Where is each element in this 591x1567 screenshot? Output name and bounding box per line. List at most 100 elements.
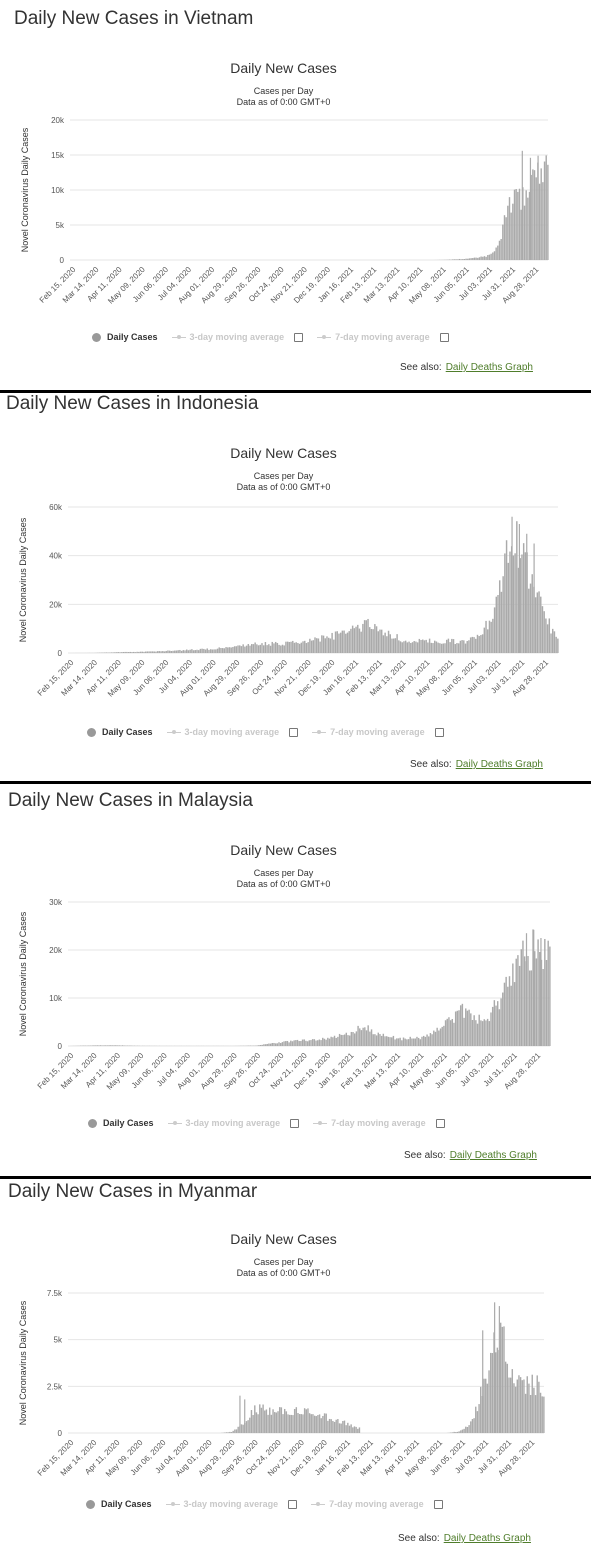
legend-daily-cases[interactable]: Daily Cases: [107, 332, 158, 342]
daily-cases-bar: [319, 642, 320, 653]
daily-cases-bar: [159, 651, 160, 653]
legend-7day-average[interactable]: 7-day moving average: [331, 1118, 426, 1128]
see-also-label: See also:: [400, 362, 442, 373]
legend-7day-average[interactable]: 7-day moving average: [329, 1499, 424, 1509]
daily-cases-bar: [287, 642, 288, 653]
daily-cases-bar: [378, 631, 379, 653]
legend-7day-average[interactable]: 7-day moving average: [330, 727, 425, 737]
daily-cases-bar: [539, 184, 540, 260]
daily-deaths-graph-link[interactable]: Daily Deaths Graph: [450, 1150, 537, 1161]
chart-title: Daily New Cases: [0, 1231, 579, 1247]
daily-cases-bar: [357, 1429, 358, 1433]
daily-cases-bar: [530, 1395, 531, 1433]
daily-deaths-graph-link[interactable]: Daily Deaths Graph: [456, 759, 543, 770]
legend-3day-checkbox[interactable]: [288, 1500, 297, 1509]
daily-cases-bar: [376, 626, 377, 653]
daily-cases-bar: [329, 1419, 330, 1433]
daily-cases-bar: [525, 190, 526, 260]
daily-deaths-graph-link[interactable]: Daily Deaths Graph: [446, 362, 533, 373]
legend-7day-average[interactable]: 7-day moving average: [335, 332, 430, 342]
daily-cases-bar: [463, 640, 464, 653]
legend-daily-cases[interactable]: Daily Cases: [101, 1499, 152, 1509]
daily-cases-bar: [314, 637, 315, 653]
y-tick-label: 7.5k: [47, 1289, 63, 1298]
y-tick-label: 0: [58, 649, 63, 658]
daily-cases-bar: [478, 1404, 479, 1433]
daily-cases-bar: [527, 1376, 528, 1433]
daily-cases-bar: [473, 1418, 474, 1433]
daily-cases-bar: [403, 641, 404, 653]
daily-cases-bar: [547, 165, 548, 260]
daily-cases-bar: [319, 1414, 320, 1433]
daily-cases-bar: [164, 651, 165, 653]
legend-7day-checkbox[interactable]: [434, 1500, 443, 1509]
daily-cases-bar: [366, 620, 367, 653]
daily-cases-bar: [97, 1045, 98, 1046]
daily-cases-bar: [287, 1414, 288, 1433]
daily-cases-bar: [511, 517, 512, 653]
daily-cases-bar: [371, 1029, 372, 1046]
daily-cases-bar: [287, 1041, 288, 1046]
daily-cases-bar: [420, 640, 421, 653]
daily-cases-bar: [359, 1427, 360, 1433]
daily-cases-bar: [384, 633, 385, 653]
legend-daily-cases[interactable]: Daily Cases: [102, 727, 153, 737]
see-also-label: See also:: [410, 759, 452, 770]
daily-cases-bar: [268, 644, 269, 653]
legend-7day-checkbox[interactable]: [435, 728, 444, 737]
legend-7day-checkbox[interactable]: [440, 333, 449, 342]
daily-cases-bar: [265, 1044, 266, 1046]
daily-cases-bar: [381, 1036, 382, 1046]
daily-cases-bar: [389, 1037, 390, 1046]
daily-cases-bar: [489, 621, 490, 653]
daily-cases-bar: [350, 629, 351, 653]
legend-3day-average[interactable]: 3-day moving average: [184, 1499, 279, 1509]
daily-cases-bar: [324, 1039, 325, 1046]
daily-cases-bar: [285, 642, 286, 653]
daily-cases-bar: [150, 651, 151, 653]
daily-cases-bar: [272, 642, 273, 653]
daily-cases-bar: [544, 939, 545, 1046]
daily-cases-bar: [533, 1388, 534, 1433]
daily-cases-bar: [195, 650, 196, 653]
daily-cases-bar: [339, 1034, 340, 1046]
daily-cases-bar: [277, 1043, 278, 1046]
daily-cases-bar: [542, 182, 543, 260]
y-tick-label: 20k: [49, 600, 63, 609]
legend-3day-checkbox[interactable]: [294, 333, 303, 342]
daily-cases-bar: [472, 637, 473, 653]
daily-cases-bar: [333, 640, 334, 653]
daily-cases-bar: [415, 642, 416, 653]
legend-3day-checkbox[interactable]: [290, 1119, 299, 1128]
daily-cases-bar: [317, 1040, 318, 1046]
daily-cases-bar: [492, 1353, 493, 1433]
daily-cases-bar: [517, 1380, 518, 1433]
daily-cases-bar: [337, 631, 338, 653]
daily-cases-bar: [532, 1375, 533, 1433]
daily-cases-bar: [313, 640, 314, 653]
legend-dot-icon: [86, 1500, 95, 1509]
daily-cases-bar: [487, 255, 488, 260]
legend-daily-cases[interactable]: Daily Cases: [103, 1118, 154, 1128]
daily-cases-bar: [280, 646, 281, 653]
daily-cases-bar: [489, 1021, 490, 1046]
legend-7day-checkbox[interactable]: [436, 1119, 445, 1128]
daily-cases-bar: [523, 1379, 524, 1433]
legend-3day-average[interactable]: 3-day moving average: [186, 1118, 281, 1128]
daily-cases-bar: [391, 1037, 392, 1046]
legend-3day-average[interactable]: 3-day moving average: [190, 332, 285, 342]
daily-deaths-graph-link[interactable]: Daily Deaths Graph: [444, 1533, 531, 1544]
legend-3day-average[interactable]: 3-day moving average: [185, 727, 280, 737]
daily-cases-bar: [390, 634, 391, 653]
daily-cases-bar: [322, 1416, 323, 1433]
y-tick-label: 5k: [56, 221, 65, 230]
y-tick-label: 5k: [54, 1336, 63, 1345]
daily-cases-bar: [426, 1035, 427, 1047]
daily-cases-bar: [242, 1425, 243, 1433]
legend-line-icon: [312, 732, 326, 733]
daily-cases-bar: [311, 1414, 312, 1433]
daily-cases-bar: [148, 651, 149, 653]
daily-cases-bar: [451, 639, 452, 653]
legend-3day-checkbox[interactable]: [289, 728, 298, 737]
daily-cases-bar: [136, 652, 137, 653]
